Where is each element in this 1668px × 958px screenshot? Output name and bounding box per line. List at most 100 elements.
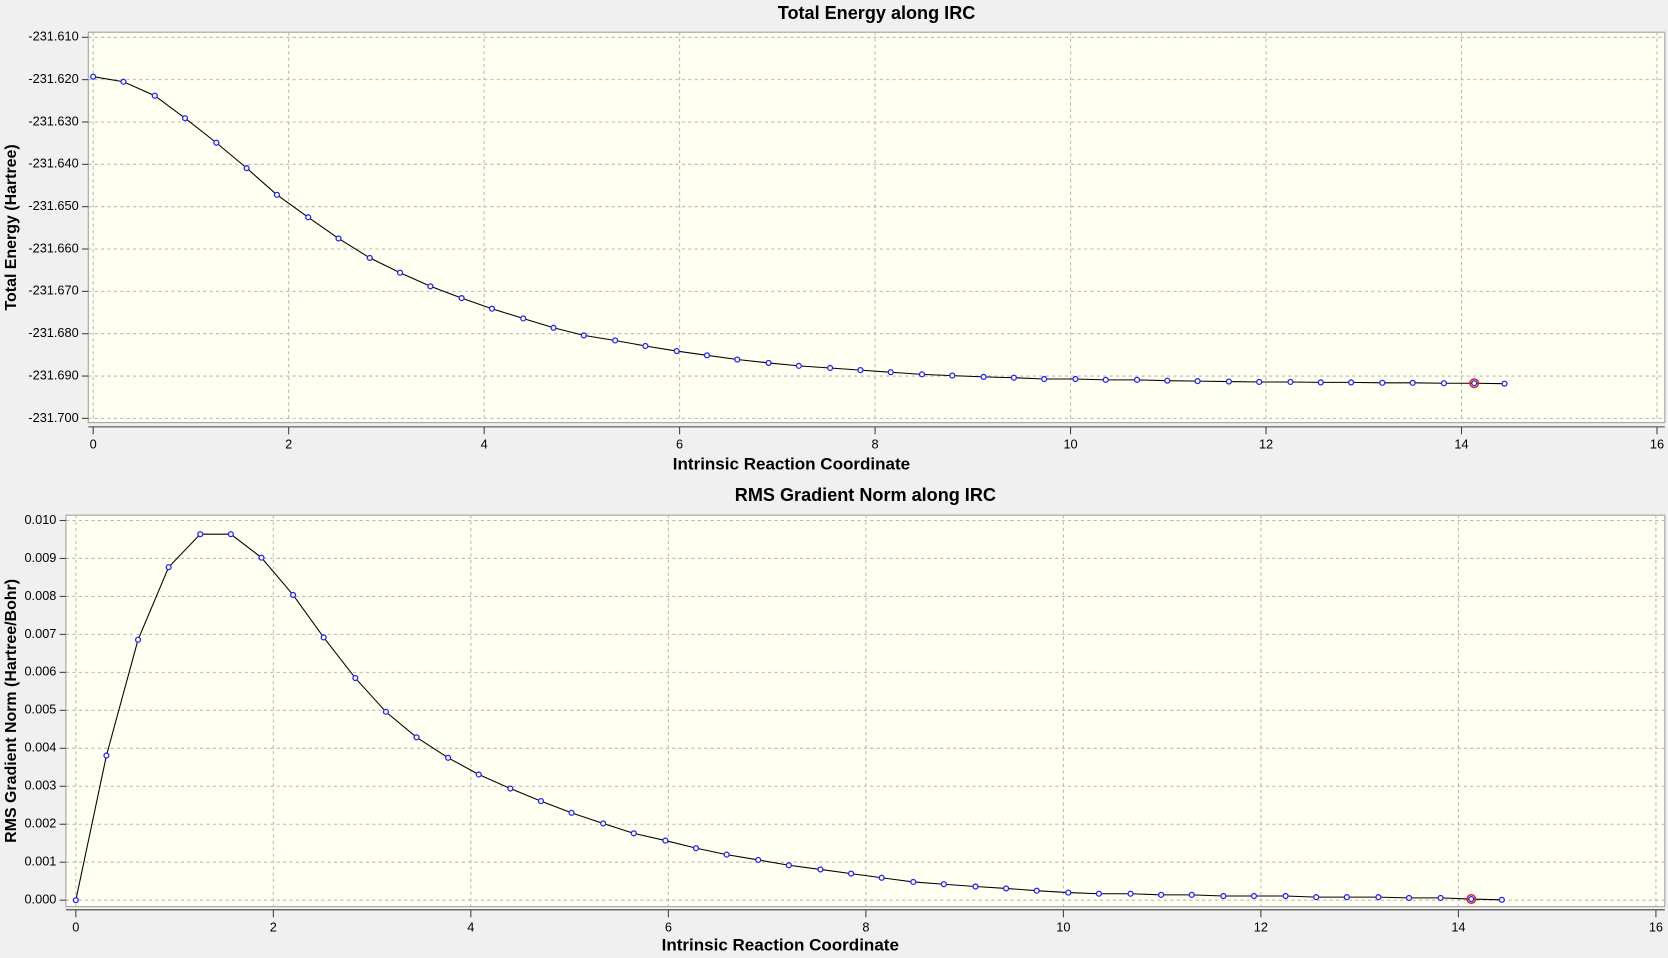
data-point [1287, 378, 1294, 386]
data-point [458, 295, 465, 302]
data-point [507, 785, 514, 792]
data-point [1379, 379, 1386, 386]
data-point [1033, 887, 1040, 894]
data-point [213, 139, 220, 146]
data-point [1003, 885, 1010, 892]
data-point [568, 809, 575, 816]
data-point [382, 708, 390, 715]
plot-area [87, 31, 1666, 424]
data-point [1164, 377, 1171, 384]
data-point [918, 371, 926, 378]
data-point [827, 364, 834, 372]
data-point [1127, 890, 1134, 897]
data-point [1405, 894, 1413, 901]
x-tick-label: 14 [1454, 436, 1468, 451]
y-axis-label: Total Energy (Hartree) [3, 144, 20, 310]
x-axis-label: Intrinsic Reaction Coordinate [673, 455, 910, 474]
chart-title: RMS Gradient Norm along IRC [735, 485, 996, 505]
data-point [1041, 375, 1048, 383]
y-tick-label: -231.650 [28, 198, 78, 213]
data-point [723, 851, 730, 858]
data-point [734, 356, 741, 363]
data-point [488, 305, 496, 312]
data-point [1158, 891, 1165, 898]
y-tick-label: 0.000 [24, 892, 56, 907]
data-point [642, 342, 649, 350]
x-tick-label: 2 [285, 436, 292, 451]
y-tick-label: -231.620 [28, 71, 78, 86]
data-point [1220, 892, 1227, 900]
data-point [949, 372, 956, 379]
data-point [1133, 376, 1141, 383]
y-tick-label: 0.006 [24, 664, 56, 679]
data-point [692, 845, 700, 852]
data-point [600, 820, 607, 827]
data-point [580, 332, 587, 339]
y-tick-label: 0.005 [24, 702, 56, 717]
data-point [273, 191, 281, 198]
x-tick-label: 4 [467, 919, 474, 934]
data-point [197, 531, 204, 538]
data-point [612, 337, 619, 344]
y-tick-label: -231.610 [28, 29, 78, 44]
highlighted-point [1466, 894, 1477, 905]
data-point [980, 373, 987, 380]
x-tick-label: 10 [1063, 436, 1077, 451]
data-point [151, 92, 158, 99]
x-tick-label: 6 [676, 436, 683, 451]
y-axis-label: RMS Gradient Norm (Hartree/Bohr) [3, 579, 20, 843]
data-point [290, 591, 297, 598]
y-tick-label: -231.660 [28, 240, 78, 255]
data-point [1437, 894, 1444, 901]
data-point [857, 367, 864, 374]
y-tick-label: -231.680 [28, 325, 78, 340]
data-point [1343, 894, 1350, 901]
data-point [550, 324, 557, 331]
data-point [445, 754, 452, 761]
x-tick-label: 8 [862, 919, 869, 934]
data-point [1440, 380, 1448, 387]
data-point [243, 165, 250, 172]
x-tick-label: 2 [270, 919, 277, 934]
data-point [630, 830, 637, 837]
x-axis-label: Intrinsic Reaction Coordinate [662, 935, 899, 954]
data-point [427, 283, 434, 290]
data-point [1256, 378, 1263, 386]
data-point [1188, 891, 1195, 898]
data-point [703, 352, 711, 359]
data-point [320, 634, 327, 641]
data-point [90, 73, 97, 80]
x-tick-label: 10 [1056, 919, 1070, 934]
data-point [1468, 895, 1475, 903]
data-point [1194, 378, 1201, 385]
data-point [1010, 374, 1017, 381]
data-point [1065, 889, 1072, 896]
chart-title: Total Energy along IRC [778, 3, 976, 23]
data-point [352, 674, 359, 682]
data-point [537, 797, 545, 805]
data-point [1409, 379, 1416, 386]
x-tick-label: 12 [1259, 436, 1273, 451]
y-tick-label: -231.690 [28, 367, 78, 382]
data-point [1250, 892, 1258, 900]
data-point [795, 362, 802, 369]
y-tick-label: 0.004 [24, 740, 56, 755]
y-tick-label: 0.003 [24, 778, 56, 793]
y-tick-label: -231.700 [28, 410, 78, 425]
y-tick-label: -231.640 [28, 156, 78, 171]
x-tick-label: 16 [1650, 436, 1664, 451]
data-point [396, 269, 404, 276]
data-point [134, 636, 142, 643]
data-point [673, 347, 680, 355]
data-point [1072, 375, 1079, 383]
data-point [910, 878, 917, 886]
data-point [940, 881, 947, 888]
data-point [258, 554, 265, 561]
y-tick-label: 0.007 [24, 626, 56, 641]
y-tick-label: 0.008 [24, 588, 56, 603]
data-point [72, 897, 79, 904]
data-point [1102, 376, 1109, 383]
data-point [1317, 379, 1324, 386]
data-point [165, 564, 172, 571]
